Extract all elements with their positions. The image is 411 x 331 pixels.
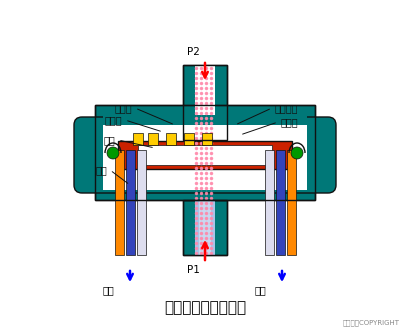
Bar [195,65,215,140]
Bar [265,150,274,255]
Bar [183,200,227,255]
Bar [148,133,158,145]
Text: 引线: 引线 [95,165,107,175]
Text: 低压腔: 低压腔 [114,103,132,113]
Text: 硅杯: 硅杯 [103,135,115,145]
Bar [183,65,227,140]
FancyBboxPatch shape [74,117,336,193]
Text: 硅膜片: 硅膜片 [281,117,299,127]
Bar [115,150,124,255]
Bar [95,105,315,200]
Bar [133,133,143,145]
Bar [103,115,307,190]
Circle shape [291,147,303,159]
Bar [202,133,212,145]
Bar [184,133,194,145]
Bar [126,150,135,255]
Text: 电流: 电流 [103,285,115,295]
Text: 电流: 电流 [255,285,267,295]
Text: 扩散电阻: 扩散电阻 [275,103,298,113]
Bar [95,180,315,200]
Bar [276,150,285,255]
Bar [103,115,307,125]
Bar [195,200,215,255]
Bar [95,105,315,125]
Bar [183,65,227,140]
Bar [199,200,211,255]
Bar [138,145,272,165]
Text: 扩散硅式压力传感器: 扩散硅式压力传感器 [164,301,246,315]
Bar [287,150,296,255]
Text: 东方仿真COPYRIGHT: 东方仿真COPYRIGHT [343,319,400,326]
Text: 高压腔: 高压腔 [104,115,122,125]
Bar [137,150,146,255]
Bar [166,133,176,145]
Text: P2: P2 [187,47,200,57]
Bar [118,141,292,169]
Text: P1: P1 [187,265,200,275]
Bar [183,200,227,255]
Circle shape [107,147,119,159]
